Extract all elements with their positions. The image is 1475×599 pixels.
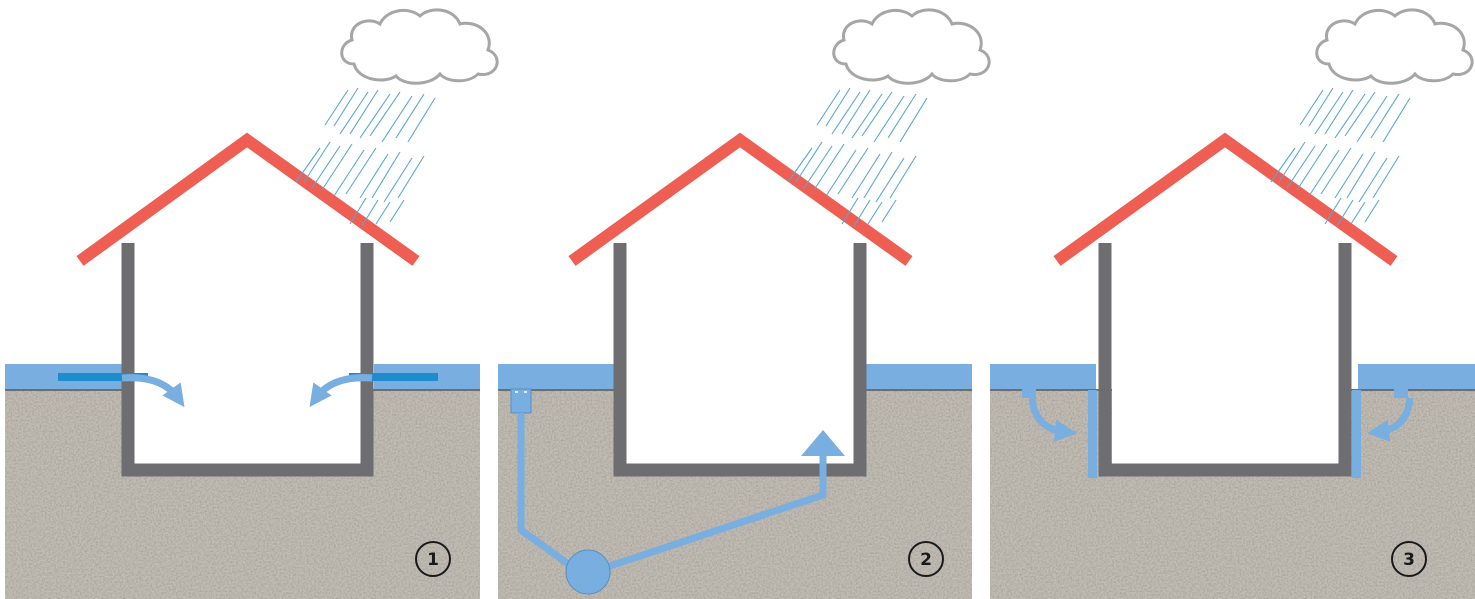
seepage-stream-right <box>349 373 438 381</box>
water-flow-arrow-icon <box>309 374 373 408</box>
panel-number: 2 <box>920 550 932 570</box>
rain-icon <box>1270 87 1411 227</box>
panel-2: 2 <box>498 8 991 599</box>
house-wall-outline <box>121 243 374 477</box>
panel-number: 1 <box>427 550 439 570</box>
surface-water-right <box>1358 364 1475 390</box>
rain-cloud-icon <box>1315 8 1474 85</box>
panel-3: 3 <box>990 8 1475 599</box>
water-flow-arrow-icon <box>1366 397 1414 442</box>
panel-number-badge: 3 <box>1391 541 1427 577</box>
rain-cloud-icon <box>832 8 991 85</box>
basement-interior <box>621 245 859 464</box>
wall-water-film-right <box>1352 390 1361 478</box>
basement-interior <box>129 245 366 464</box>
drip-right <box>1394 386 1408 398</box>
wall-water-film-left <box>1088 390 1097 478</box>
rain-icon <box>295 87 436 227</box>
floor-drain-icon <box>510 388 532 414</box>
rain-icon <box>787 87 928 227</box>
basement-interior <box>1112 245 1342 464</box>
surface-water-left <box>498 364 614 390</box>
panel-number: 3 <box>1403 550 1415 570</box>
panel-1: 1 <box>5 8 499 599</box>
sump-pit-icon <box>565 549 611 595</box>
roof <box>76 132 420 266</box>
house-wall-outline <box>1098 243 1352 477</box>
drain-pipe <box>517 413 577 571</box>
drain-pipe <box>602 455 827 572</box>
water-flow-arrow-icon <box>801 430 845 456</box>
drip-left <box>1022 386 1036 398</box>
panel-number-badge: 2 <box>908 541 944 577</box>
panel-number-badge: 1 <box>415 541 451 577</box>
roof <box>568 132 913 266</box>
water-flow-arrow-icon <box>1028 397 1078 443</box>
roof <box>1053 132 1398 266</box>
seepage-stream-left <box>58 373 148 381</box>
surface-water-left <box>990 364 1096 390</box>
water-flow-arrow-icon <box>121 374 185 408</box>
surface-water-right <box>866 364 972 390</box>
rain-cloud-icon <box>340 8 499 85</box>
house-wall-outline <box>613 243 867 477</box>
